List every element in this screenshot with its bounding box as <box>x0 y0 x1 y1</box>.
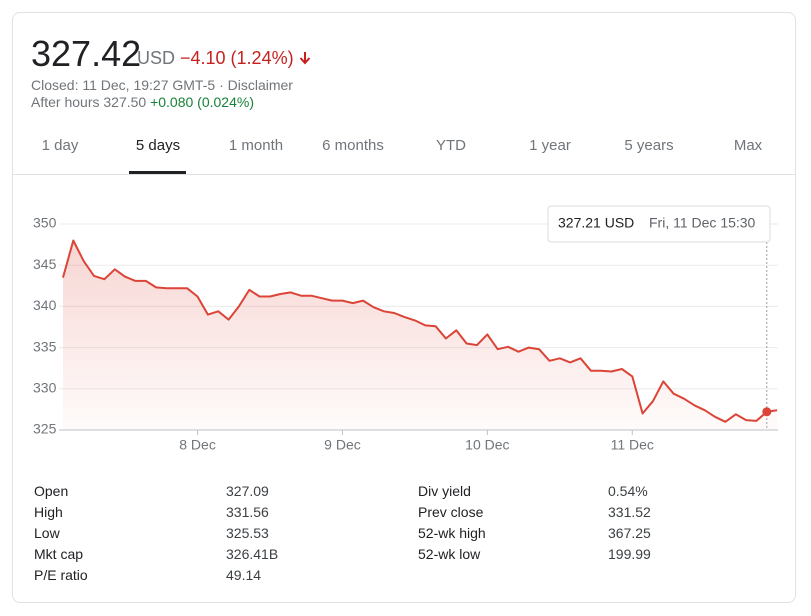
stat-value: 331.52 <box>608 504 651 520</box>
y-tick-label: 325 <box>33 421 57 437</box>
stat-label: Mkt cap <box>34 546 84 562</box>
status-text: Closed: 11 Dec, 19:27 GMT-5 <box>31 77 216 93</box>
x-tick-label: 11 Dec <box>611 437 654 453</box>
tooltip-date: Fri, 11 Dec 15:30 <box>649 215 756 231</box>
tooltip-value: 327.21 USD <box>558 215 634 231</box>
tab[interactable]: 1 year <box>529 137 571 154</box>
price: 327.42 <box>31 33 142 74</box>
stat-label: 52-wk low <box>418 546 481 562</box>
stat-label: Open <box>34 483 69 499</box>
stat-value: 327.09 <box>226 483 269 499</box>
stat-value: 325.53 <box>226 525 269 541</box>
tab[interactable]: 6 months <box>322 137 384 154</box>
separator: · <box>219 77 224 93</box>
change-text: −4.10 (1.24%) <box>180 48 294 68</box>
stat-label: Div yield <box>418 483 471 499</box>
status: Closed: 11 Dec, 19:27 GMT-5 · Disclaimer <box>31 77 293 93</box>
stat-label: Low <box>34 525 60 541</box>
y-tick-label: 350 <box>33 215 57 231</box>
after-hours-change: +0.080 (0.024%) <box>150 94 254 110</box>
y-tick-label: 345 <box>33 256 57 272</box>
divider <box>12 174 796 175</box>
tab[interactable]: Max <box>733 137 763 154</box>
after-hours: After hours 327.50 +0.080 (0.024%) <box>31 94 254 110</box>
stat-value: 367.25 <box>608 525 651 541</box>
area <box>63 240 778 430</box>
card <box>12 12 796 603</box>
y-tick-label: 330 <box>33 380 57 396</box>
tab[interactable]: YTD <box>436 137 466 154</box>
stat-value: 0.54% <box>608 483 648 499</box>
hover-point <box>762 407 772 417</box>
y-tick-label: 340 <box>33 297 57 313</box>
stat-value: 199.99 <box>608 546 651 562</box>
line <box>62 239 778 423</box>
x-tick-label: 9 Dec <box>324 437 361 453</box>
y-tick-label: 335 <box>33 338 57 354</box>
down-arrow <box>299 52 310 65</box>
tab[interactable]: 1 month <box>228 137 284 154</box>
stat-value: 331.56 <box>226 504 269 520</box>
stat-value: 49.14 <box>226 567 262 583</box>
disclaimer[interactable]: Disclaimer <box>227 77 293 93</box>
stat-label: Prev close <box>418 504 484 520</box>
tooltip-box <box>547 205 771 243</box>
stat-label: P/E ratio <box>34 567 88 583</box>
stat-value: 326.41B <box>226 546 279 562</box>
after-hours-price: After hours 327.50 <box>31 94 147 110</box>
chart: 325 330 335 340 345 350 8 Dec 9 Dec 10 Dec 11 Dec… <box>33 205 778 453</box>
tab[interactable]: 1 day <box>41 137 79 154</box>
x-tick-label: 10 Dec <box>465 437 509 453</box>
tab-underline <box>129 171 186 174</box>
currency: USD <box>137 48 176 68</box>
stat-label: High <box>34 504 63 520</box>
tab[interactable]: 5 years <box>624 137 674 154</box>
stat-label: 52-wk high <box>418 525 486 541</box>
change: −4.10 (1.24%) <box>180 48 311 69</box>
x-tick-label: 8 Dec <box>179 437 216 453</box>
tab[interactable]: 5 days <box>135 137 181 154</box>
